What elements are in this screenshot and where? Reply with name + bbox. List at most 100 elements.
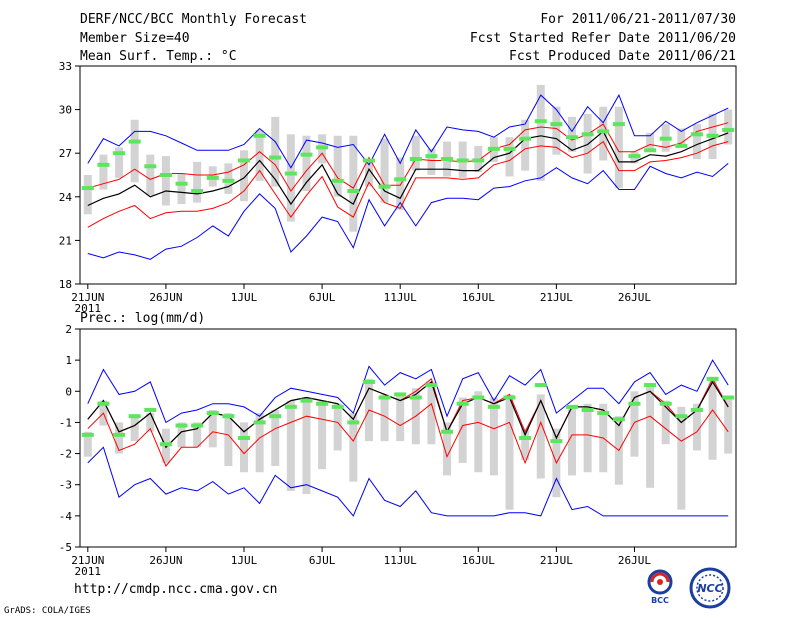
- prec-spread-box: [568, 406, 576, 476]
- temp-ensemble-marker: [253, 133, 266, 138]
- temp-spread-box: [349, 135, 358, 232]
- prec-ensemble-marker: [222, 414, 235, 419]
- prec-ensemble-marker: [378, 395, 391, 400]
- prec-spread-box: [318, 400, 327, 470]
- prec-lower-line: [87, 402, 729, 467]
- prec-spread-box: [443, 422, 452, 476]
- temp-ensemble-marker: [472, 158, 485, 163]
- temp-spread-box: [224, 163, 233, 194]
- temp-y-tick-label: 30: [59, 104, 72, 117]
- temp-ensemble-marker: [612, 122, 625, 127]
- temp-upper-line: [87, 122, 729, 192]
- temp-ensemble-marker: [284, 171, 297, 176]
- temp-spread-box: [146, 154, 155, 196]
- prec-ensemble-marker: [503, 395, 516, 400]
- temp-spread-box: [286, 134, 295, 222]
- prec-spread-box: [302, 397, 311, 495]
- prec-spread-box: [193, 422, 202, 448]
- prec-ensemble-marker: [284, 404, 297, 409]
- prec-y-tick-label: 1: [65, 354, 72, 367]
- prec-spread-box: [458, 397, 467, 463]
- bcc-logo-icon: BCC: [647, 569, 673, 605]
- temp-ensemble-marker: [394, 177, 407, 182]
- prec-ensemble-marker: [675, 414, 688, 419]
- prec-x-tick-label: 26JUN: [149, 554, 182, 567]
- temp-spread-box: [99, 154, 108, 190]
- prec-spread-box: [333, 403, 342, 451]
- temp-spread-box: [677, 128, 686, 148]
- prec-ensemble-marker: [316, 401, 329, 406]
- temp-spread-box: [411, 135, 420, 171]
- prec-ensemble-marker: [409, 395, 422, 400]
- prec-spread-box: [677, 406, 686, 510]
- prec-ensemble-marker: [519, 436, 532, 440]
- prec-y-tick-label: -2: [59, 448, 72, 461]
- temp-ensemble-marker: [362, 158, 375, 163]
- temp-spread-box: [614, 106, 623, 189]
- prec-min-line: [87, 446, 729, 517]
- temp-ensemble-marker: [409, 157, 422, 162]
- prec-ensemble-marker: [706, 376, 719, 381]
- temp-ensemble-marker: [706, 133, 719, 138]
- temp-spread-box: [380, 138, 389, 203]
- prec-spread-box: [224, 413, 233, 467]
- member-size-label: Member Size=40: [80, 31, 190, 46]
- temp-spread-box: [427, 148, 436, 175]
- temp-ensemble-marker: [519, 136, 532, 141]
- prec-ensemble-marker: [300, 398, 313, 403]
- ncc-logo-text: NCC: [697, 582, 722, 595]
- prec-spread-box: [661, 400, 670, 445]
- prec-y-tick-label: 0: [65, 385, 72, 398]
- prec-spread-box: [521, 428, 530, 460]
- temp-ensemble-marker: [550, 122, 563, 127]
- temp-ensemble-marker: [425, 154, 438, 159]
- prec-ensemble-marker: [628, 401, 641, 406]
- temp-y-tick-label: 18: [59, 278, 72, 291]
- temp-y-tick-label: 33: [59, 60, 72, 73]
- temp-spread-box: [552, 106, 561, 155]
- prec-spread-box: [146, 413, 155, 432]
- prec-ensemble-marker: [550, 439, 563, 444]
- prec-spread-box: [583, 403, 592, 473]
- prec-ensemble-marker: [612, 417, 625, 422]
- prec-ensemble-marker: [487, 404, 500, 409]
- temp-ensemble-marker: [331, 178, 344, 183]
- produced-date-label: Fcst Produced Date 2011/06/21: [509, 49, 736, 64]
- temp-ensemble-marker: [300, 152, 313, 157]
- prec-spread-box: [692, 403, 701, 451]
- prec-ensemble-marker: [144, 407, 157, 412]
- grads-credit: GrADS: COLA/IGES: [4, 606, 91, 616]
- temp-spread-box: [255, 129, 264, 181]
- prec-spread-box: [255, 413, 264, 473]
- prec-spread-box: [646, 385, 655, 488]
- temp-ensemble-marker: [644, 148, 657, 153]
- ncc-logo-icon: NCC: [689, 567, 731, 609]
- temp-spread-box: [193, 161, 202, 203]
- temp-x-tick-label: 26JUL: [618, 291, 651, 304]
- temp-ensemble-marker: [581, 132, 594, 137]
- temp-ensemble-marker: [690, 132, 703, 137]
- prec-spread-box: [427, 381, 436, 445]
- temp-y-tick-label: 21: [59, 234, 72, 247]
- temp-spread-box: [115, 147, 124, 178]
- prec-spread-box: [536, 394, 545, 479]
- source-url: http://cmdp.ncc.cma.gov.cn: [74, 582, 278, 597]
- temp-spread-box: [599, 106, 608, 161]
- temp-ensemble-marker: [378, 184, 391, 189]
- temp-ensemble-marker: [113, 151, 126, 156]
- prec-ensemble-marker: [175, 423, 188, 428]
- temp-ensemble-marker: [97, 162, 110, 167]
- temp-spread-box: [396, 157, 405, 210]
- prec-ensemble-marker: [581, 407, 594, 412]
- prec-ensemble-marker: [97, 401, 110, 406]
- prec-ensemble-marker: [472, 395, 485, 400]
- prec-spread-box: [208, 409, 217, 448]
- temp-plot-frame: [79, 65, 737, 285]
- temp-ensemble-marker: [534, 119, 547, 124]
- temp-ensemble-marker: [347, 188, 360, 193]
- temp-spread-box: [646, 132, 655, 152]
- prec-spread-box: [630, 391, 639, 457]
- temp-ensemble-marker: [675, 143, 688, 148]
- prec-x-tick-label: 1JUL: [231, 554, 258, 567]
- temp-max-line: [87, 93, 729, 169]
